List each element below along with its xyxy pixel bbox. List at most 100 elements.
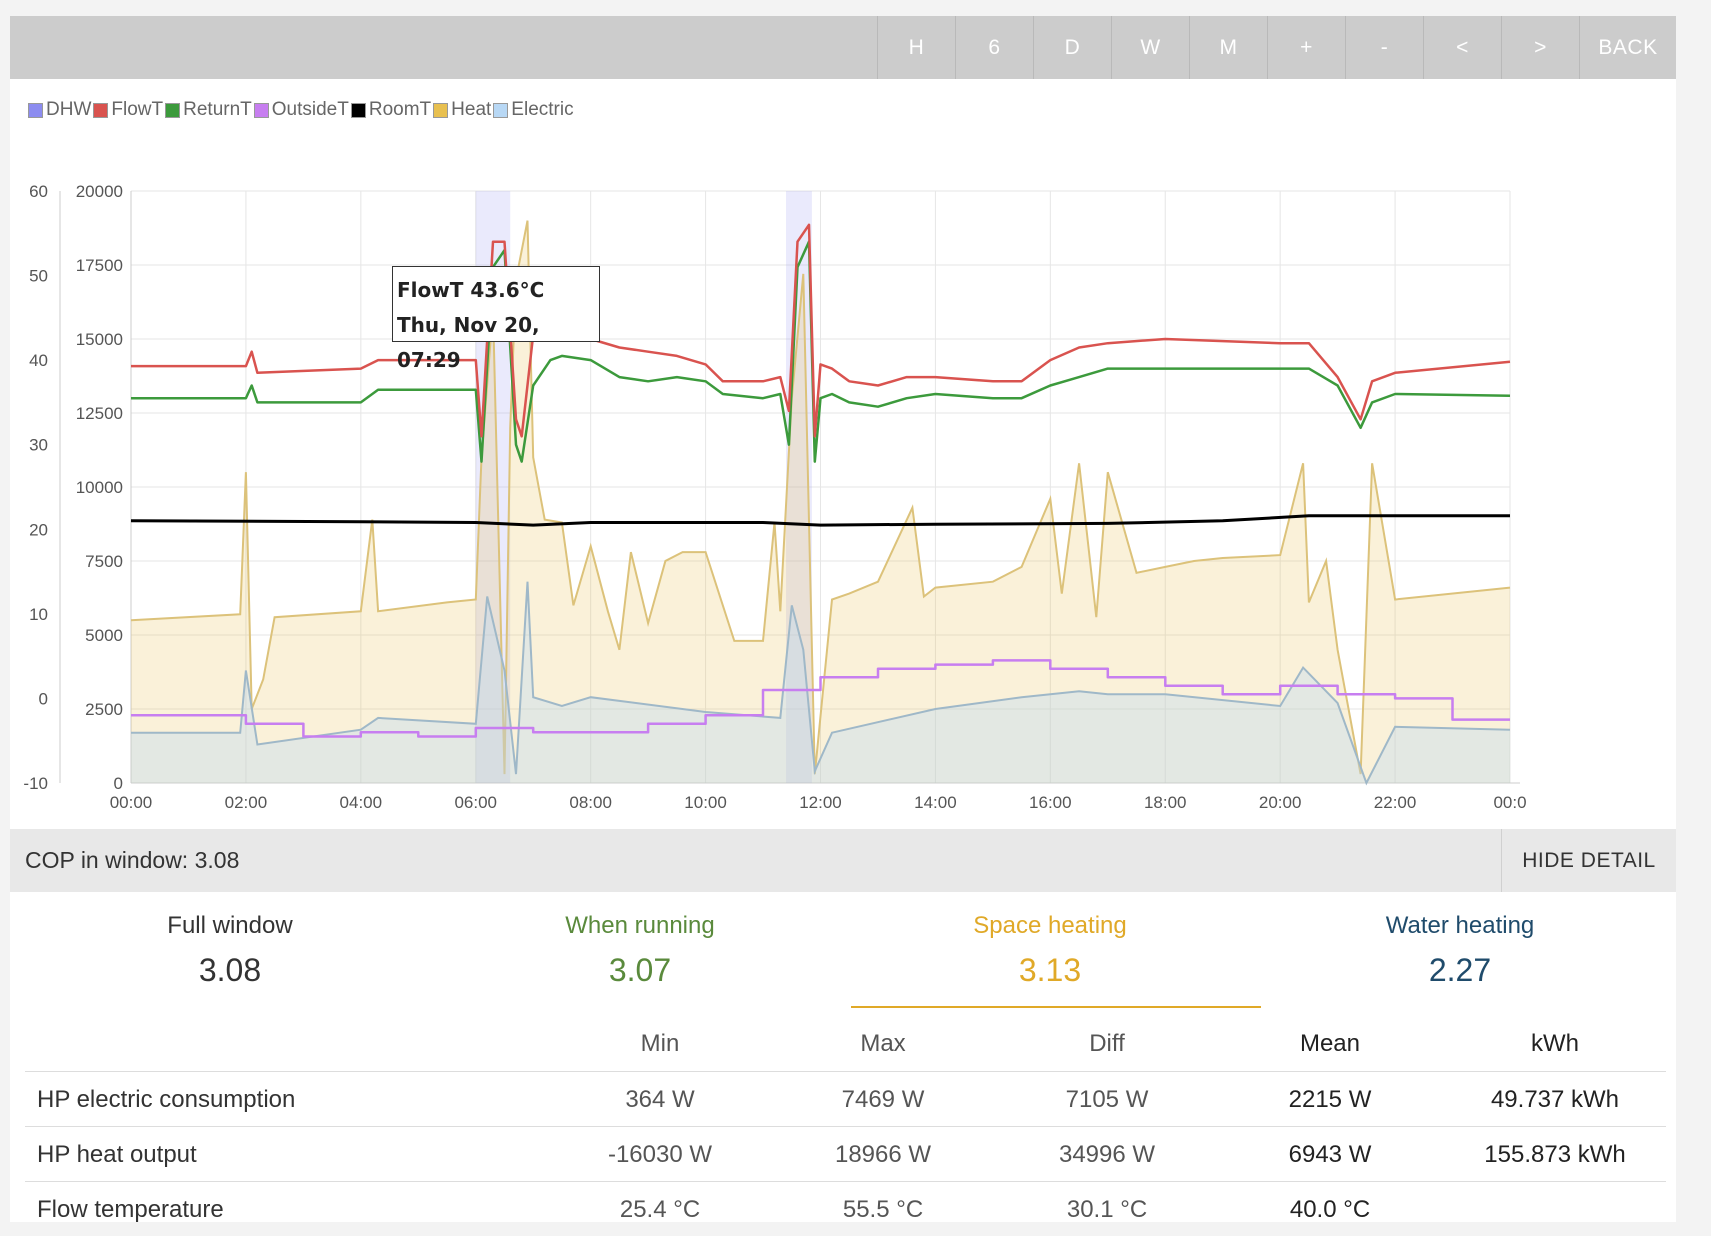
legend-swatch [28,102,43,118]
cop-columns: Full window 3.08 When running 3.07 Space… [25,912,1666,989]
cop-label: Water heating [1385,912,1535,939]
cop-window-value: 3.08 [194,847,240,873]
detail-panel: Full window 3.08 When running 3.07 Space… [10,892,1676,1223]
legend-swatch [93,102,109,118]
series-electric-line [131,581,1511,786]
row-label: Flow temperature [37,1196,224,1223]
x-tick-label: 22:00 [1374,793,1417,812]
cell-kwh: 155.873 kWh [1484,1141,1626,1168]
series-outsidet-line [131,659,1510,738]
table-row: Flow temperature 25.4 °C 55.5 °C 30.1 °C… [25,1181,1666,1236]
time-series-chart[interactable]: 60 50 40 30 20 10 0 -10 20000 17500 15000 12500 1000… [10,79,1676,829]
tooltip-timestamp: Thu, Nov 20, 07:29 [397,313,540,372]
row-label: HP heat output [37,1141,197,1168]
x-tick-label: 06:00 [454,793,497,812]
legend-swatch [433,102,449,118]
legend-label: RoomT [368,99,432,120]
cop-space-heating[interactable]: Space heating 3.13 [845,912,1255,989]
space-heating-active-underline [851,1006,1261,1008]
day-button[interactable]: D [1033,16,1111,79]
time-toolbar: H 6 D W M + - < > BACK [10,16,1676,79]
cop-when-running: When running 3.07 [435,912,845,989]
legend-label: FlowT [111,99,164,120]
cell-diff: 34996 W [1058,1141,1156,1168]
cell-min: -16030 W [607,1141,713,1168]
tooltip-series-value: FlowT 43.6°C [397,278,545,302]
header-min: Min [640,1030,680,1057]
cop-water-heating[interactable]: Water heating 2.27 [1255,912,1665,989]
cell-min: 364 W [625,1086,695,1113]
x-tick-label: 16:00 [1029,793,1072,812]
cell-diff: 30.1 °C [1066,1196,1148,1223]
y-right-tick-label: 2500 [85,700,123,719]
y-left-tick-label: -10 [23,774,48,793]
header-diff: Diff [1089,1030,1125,1057]
cell-kwh: 49.737 kWh [1490,1086,1620,1113]
y-right-tick-label: 17500 [76,256,123,275]
week-button[interactable]: W [1111,16,1189,79]
cop-value: 3.13 [1018,952,1082,988]
cop-value: 3.07 [608,952,672,988]
six-hour-button[interactable]: 6 [955,16,1033,79]
y-right-tick-label: 5000 [85,626,123,645]
zoom-in-button[interactable]: + [1267,16,1345,79]
legend-label: Heat [451,99,492,120]
month-button[interactable]: M [1189,16,1267,79]
table-row: HP electric consumption 364 W 7469 W 710… [25,1071,1666,1126]
cop-value: 2.27 [1428,952,1492,988]
y-left-tick-label: 40 [29,351,48,370]
legend-label: OutsideT [271,99,349,120]
stats-header: Min Max Diff Mean kWh [25,1017,1666,1071]
x-tick-label: 08:00 [569,793,612,812]
y-left-tick-label: 0 [39,689,48,708]
header-kwh: kWh [1531,1030,1579,1057]
chart-card: 60 50 40 30 20 10 0 -10 20000 17500 15000 12500 1000… [10,79,1676,829]
legend-swatch [165,102,181,118]
cop-label: Space heating [973,912,1127,939]
cop-summary-bar: COP in window: 3.08 HIDE DETAIL [10,829,1676,892]
y-right-tick-label: 20000 [76,182,123,201]
legend-swatch [253,102,269,118]
series-heat-area [131,220,1510,784]
chart-tooltip: FlowT 43.6°C Thu, Nov 20, 07:29 [392,266,600,372]
cop-label: Full window [167,912,293,939]
series-roomt-line [130,514,1510,527]
y-left-tick-label: 30 [29,436,48,455]
x-tick-label: 04:00 [340,793,383,812]
legend-label: DHW [46,99,92,120]
y-left-tick-label: 10 [29,605,48,624]
cell-mean: 40.0 °C [1289,1196,1371,1223]
hide-detail-button[interactable]: HIDE DETAIL [1501,829,1676,892]
x-tick-label: 14:00 [914,793,957,812]
legend-item-flowt[interactable]: FlowT [93,99,163,121]
hour-button[interactable]: H [877,16,955,79]
legend-item-outsidet[interactable]: OutsideT [253,99,349,121]
x-tick-label: 20:00 [1259,793,1302,812]
legend-swatch [350,102,366,118]
series-heat-line [130,220,1511,775]
legend-item-dhw[interactable]: DHW [28,99,91,121]
x-tick-label: 12:00 [799,793,842,812]
back-button[interactable]: BACK [1579,16,1676,79]
cell-diff: 7105 W [1065,1086,1149,1113]
legend-item-electric[interactable]: Electric [493,99,574,121]
cell-mean: 2215 W [1288,1086,1372,1113]
legend-item-returnt[interactable]: ReturnT [165,99,252,121]
legend-item-roomt[interactable]: RoomT [350,99,432,121]
cop-value: 3.08 [198,952,262,988]
pan-right-button[interactable]: > [1501,16,1579,79]
cop-label: When running [565,912,715,939]
y-right-tick-label: 7500 [85,552,123,571]
zoom-out-button[interactable]: - [1345,16,1423,79]
y-left-tick-label: 60 [29,182,48,201]
x-tick-label: 00:0 [1493,793,1526,812]
cop-full-window: Full window 3.08 [25,912,435,989]
row-label: HP electric consumption [37,1086,296,1113]
pan-left-button[interactable]: < [1423,16,1501,79]
y-right-tick-label: 10000 [76,478,123,497]
header-max: Max [860,1030,906,1057]
legend-swatch [493,102,509,118]
cop-window-text: COP in window: 3.08 [10,847,239,874]
legend-item-heat[interactable]: Heat [433,99,491,121]
legend-label: Electric [511,99,574,120]
